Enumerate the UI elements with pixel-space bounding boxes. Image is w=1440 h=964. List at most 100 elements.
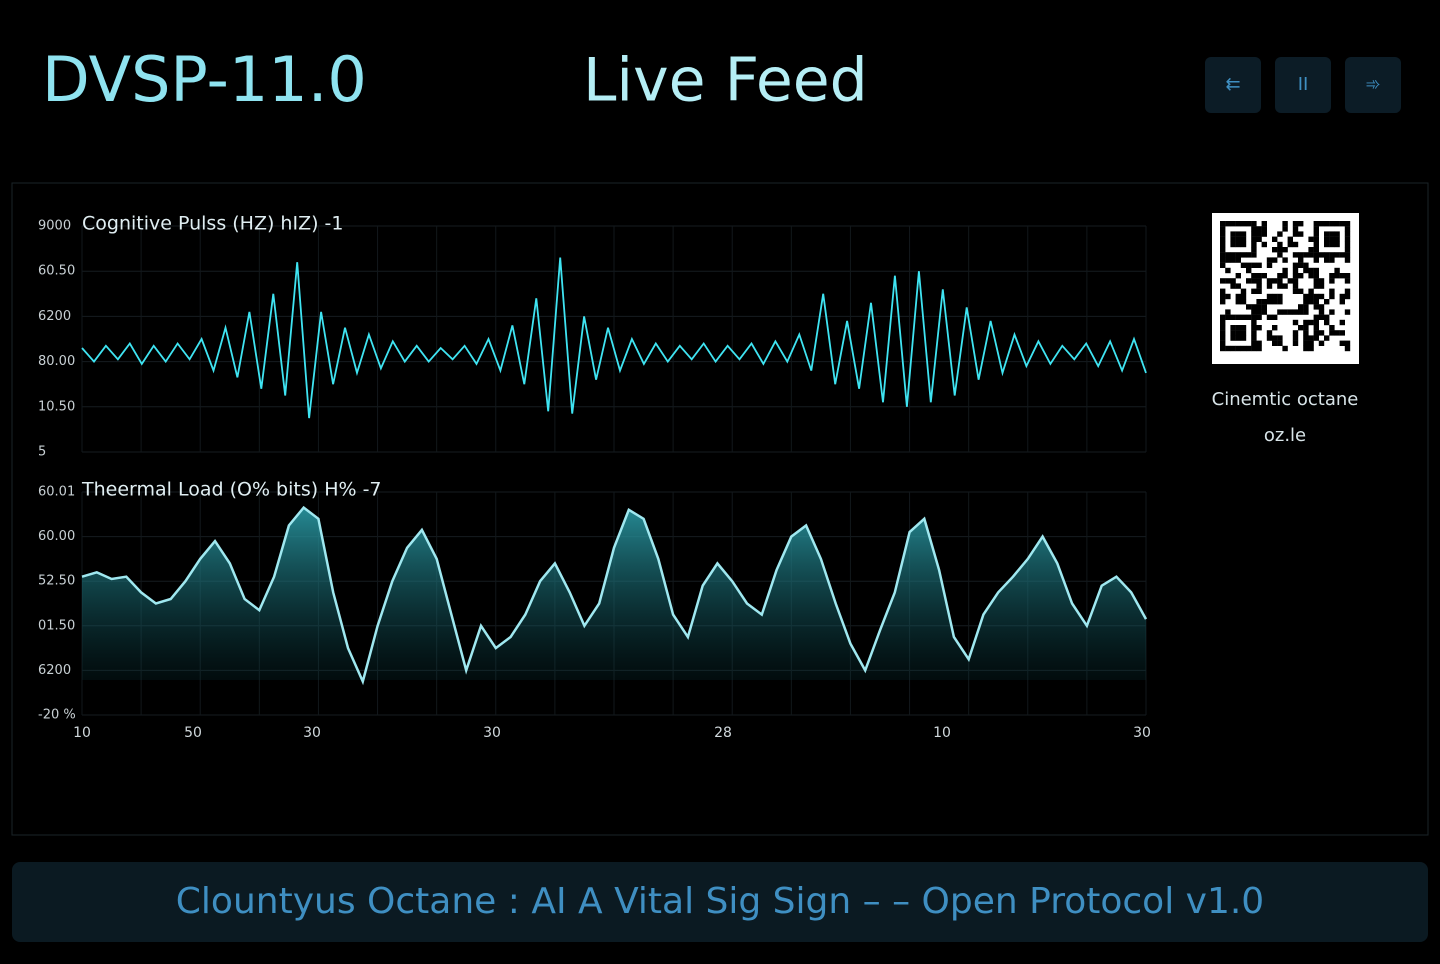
qr-module	[1225, 278, 1231, 284]
qr-module	[1272, 335, 1278, 341]
qr-module	[1256, 273, 1262, 279]
qr-module	[1240, 325, 1247, 331]
qr-module	[1235, 257, 1241, 263]
qr-module	[1298, 304, 1304, 310]
qr-module	[1251, 247, 1257, 253]
x-tick-label: 10	[933, 725, 951, 741]
qr-module	[1230, 283, 1236, 289]
qr-module	[1287, 241, 1293, 248]
qr-module	[1334, 241, 1340, 248]
qr-module	[1251, 330, 1257, 336]
qr-module	[1339, 252, 1345, 258]
qr-module	[1313, 283, 1319, 289]
qr-module	[1344, 247, 1351, 253]
qr-module	[1220, 221, 1226, 227]
qr-module	[1318, 330, 1325, 336]
qr-module	[1220, 247, 1226, 253]
qr-module	[1303, 267, 1309, 274]
qr-module	[1324, 299, 1330, 305]
qr-module	[1235, 231, 1241, 237]
qr-module	[1235, 236, 1241, 242]
qr-module	[1292, 226, 1299, 232]
qr-module	[1318, 340, 1325, 346]
qr-module	[1220, 325, 1226, 331]
qr-module	[1308, 319, 1314, 326]
qr-module	[1344, 273, 1351, 279]
qr-module	[1230, 231, 1236, 237]
qr-module	[1324, 221, 1330, 227]
control-button[interactable]	[1345, 57, 1401, 113]
qr-module	[1225, 293, 1231, 300]
qr-module	[1256, 299, 1262, 305]
qr-module	[1292, 252, 1299, 258]
qr-module	[1251, 262, 1257, 268]
qr-module	[1251, 319, 1257, 326]
qr-module	[1256, 325, 1262, 331]
qr-module	[1266, 314, 1273, 320]
qr-module	[1246, 221, 1252, 227]
footer-bar	[12, 862, 1428, 942]
qr-module	[1251, 335, 1257, 341]
qr-module	[1256, 262, 1262, 268]
qr-module	[1266, 330, 1273, 336]
y-tick-label: 52.50	[38, 574, 75, 589]
qr-module	[1235, 221, 1241, 227]
qr-module	[1324, 236, 1330, 242]
qr-module	[1220, 299, 1226, 305]
qr-module	[1329, 236, 1335, 242]
qr-module	[1303, 345, 1309, 352]
qr-module	[1225, 345, 1231, 352]
qr-module	[1246, 304, 1252, 310]
qr-module	[1313, 247, 1319, 253]
control-button[interactable]	[1275, 57, 1331, 113]
button-icon[interactable]: ⇇	[1225, 74, 1240, 95]
qr-module	[1235, 283, 1241, 289]
qr-module	[1313, 273, 1319, 279]
qr-module	[1282, 273, 1288, 279]
qr-module	[1313, 241, 1319, 248]
qr-module	[1329, 309, 1335, 315]
qr-module	[1277, 293, 1283, 300]
qr-module	[1339, 221, 1345, 227]
qr-module	[1292, 288, 1299, 294]
button-icon[interactable]: ➾	[1365, 74, 1380, 95]
qr-module	[1282, 309, 1288, 315]
qr-module	[1240, 330, 1247, 336]
control-button[interactable]	[1205, 57, 1261, 113]
qr-module	[1313, 221, 1319, 227]
qr-module	[1329, 288, 1335, 294]
button-icon[interactable]: II	[1298, 74, 1309, 95]
qr-module	[1230, 345, 1236, 352]
qr-module	[1240, 262, 1247, 268]
qr-module	[1272, 278, 1278, 284]
qr-module	[1256, 304, 1262, 310]
qr-module	[1292, 221, 1299, 227]
qr-module	[1220, 340, 1226, 346]
qr-module	[1344, 293, 1351, 300]
qr-module	[1256, 278, 1262, 284]
qr-module	[1292, 231, 1299, 237]
qr-module	[1303, 325, 1309, 331]
qr-module	[1261, 231, 1267, 237]
qr-module	[1308, 267, 1314, 274]
qr-module	[1334, 267, 1340, 274]
qr-module	[1339, 319, 1345, 326]
qr-module	[1308, 299, 1314, 305]
footer-text: Clountyus Octane : AI A Vital Sig Sign –…	[176, 881, 1264, 922]
y-tick-label: 6200	[38, 309, 71, 324]
qr-module	[1282, 345, 1288, 352]
qr-module	[1272, 325, 1278, 331]
qr-module	[1261, 273, 1267, 279]
area-fill	[82, 507, 1146, 682]
qr-module	[1298, 221, 1304, 227]
qr-module	[1251, 304, 1257, 310]
qr-module	[1308, 273, 1314, 279]
qr-module	[1220, 345, 1226, 352]
qr-module	[1282, 221, 1288, 227]
qr-module	[1251, 226, 1257, 232]
qr-module	[1230, 236, 1236, 242]
qr-module	[1344, 257, 1351, 263]
qr-module	[1230, 325, 1236, 331]
x-tick-label: 30	[1133, 725, 1151, 741]
qr-module	[1329, 221, 1335, 227]
